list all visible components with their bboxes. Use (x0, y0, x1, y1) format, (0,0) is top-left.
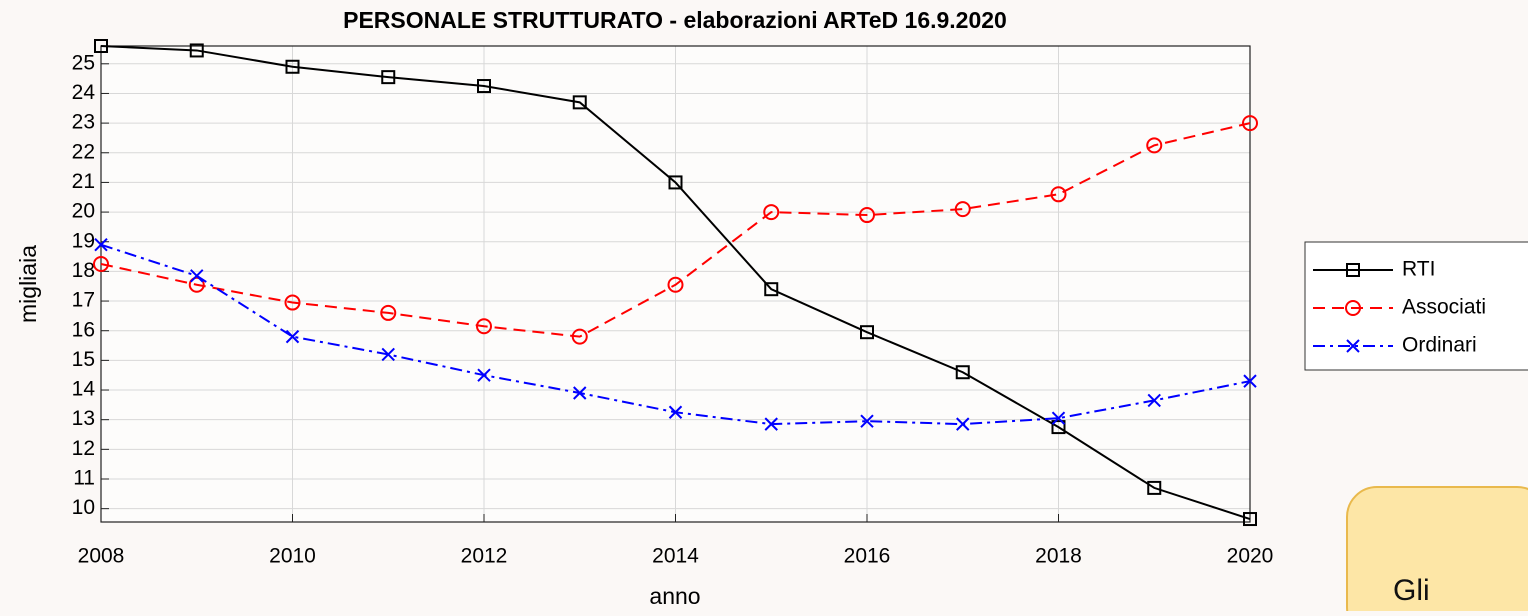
marker (1147, 480, 1162, 495)
marker (381, 70, 396, 85)
marker (1050, 186, 1067, 203)
marker (1146, 137, 1163, 154)
marker (477, 79, 491, 94)
series-line (100, 45, 1251, 520)
marker (764, 282, 779, 297)
marker (860, 414, 874, 428)
x-tick-label: 2014 (652, 545, 699, 568)
legend-marker (1346, 263, 1360, 277)
marker (1242, 115, 1258, 132)
marker (860, 325, 874, 340)
x-axis-label: anno (649, 583, 700, 609)
x-tick-label: 2018 (1035, 545, 1082, 568)
legend-label: Ordinari (1402, 334, 1477, 357)
callout-box (1346, 486, 1528, 616)
marker (1147, 393, 1161, 408)
y-tick-label: 20 (72, 200, 95, 223)
y-tick-label: 16 (72, 318, 95, 341)
marker (1051, 420, 1066, 435)
marker (190, 269, 204, 283)
marker (1051, 411, 1066, 425)
marker (573, 386, 587, 400)
marker (1243, 374, 1257, 388)
marker (954, 201, 971, 218)
legend-marker (1346, 339, 1360, 353)
marker (668, 405, 683, 419)
marker (476, 318, 492, 335)
y-tick-label: 14 (72, 378, 96, 401)
marker (381, 347, 395, 362)
y-tick-label: 17 (72, 289, 95, 312)
y-tick-label: 10 (72, 496, 95, 519)
marker (572, 95, 587, 110)
legend-box (1304, 241, 1528, 371)
marker (477, 368, 491, 382)
axes-box (100, 45, 1251, 523)
marker (94, 39, 108, 53)
y-tick-label: 21 (72, 170, 95, 193)
marker (764, 417, 778, 431)
marker (284, 294, 301, 311)
y-tick-label: 11 (73, 467, 95, 490)
marker (667, 276, 684, 293)
legend-label: Associati (1402, 296, 1486, 319)
marker (668, 175, 683, 190)
marker (285, 329, 300, 344)
y-tick-label: 18 (72, 259, 95, 282)
x-tick-label: 2016 (844, 545, 891, 568)
y-tick-label: 22 (72, 140, 95, 163)
y-axis-label: migliaia (15, 245, 41, 323)
marker (188, 276, 205, 293)
y-tick-label: 13 (72, 407, 95, 430)
marker (93, 255, 109, 272)
marker (189, 43, 204, 58)
callout-text: Gli (1393, 574, 1430, 607)
legend-label: RTI (1402, 258, 1435, 281)
y-tick-label: 19 (72, 229, 95, 252)
y-tick-label: 23 (72, 111, 95, 134)
y-tick-label: 24 (72, 81, 96, 104)
x-tick-label: 2012 (461, 545, 508, 568)
marker (859, 207, 875, 224)
marker (380, 304, 397, 321)
marker (1243, 512, 1257, 527)
y-tick-label: 15 (72, 348, 95, 371)
marker (94, 237, 108, 252)
marker (571, 328, 588, 345)
y-tick-label: 25 (72, 51, 95, 74)
marker (956, 417, 970, 431)
series-line (100, 122, 1251, 338)
y-tick-label: 12 (72, 437, 95, 460)
legend-marker (1345, 300, 1361, 316)
x-tick-label: 2020 (1227, 545, 1274, 568)
marker (763, 204, 780, 221)
chart-title: PERSONALE STRUTTURATO - elaborazioni ART… (343, 7, 1007, 33)
x-tick-label: 2008 (78, 545, 125, 568)
marker (285, 59, 300, 74)
marker (955, 365, 970, 380)
x-tick-label: 2010 (269, 545, 316, 568)
